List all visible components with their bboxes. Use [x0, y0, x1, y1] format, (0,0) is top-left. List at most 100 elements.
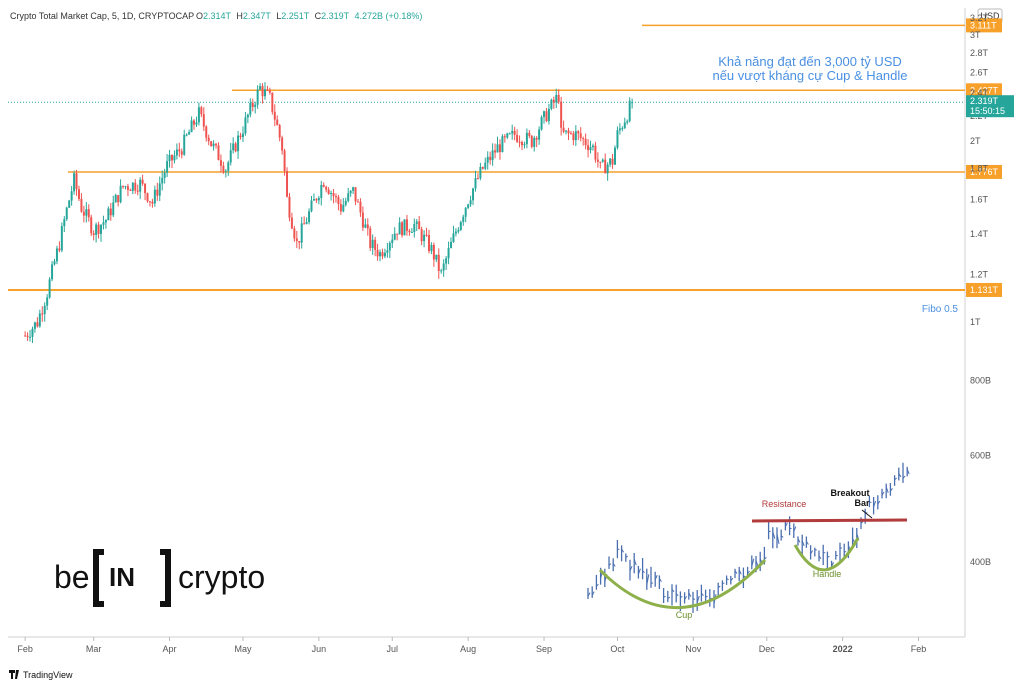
candle-body [631, 102, 633, 103]
candle-body [244, 117, 246, 133]
candle-body [298, 241, 300, 243]
candle-body [39, 313, 41, 326]
candle-body [372, 240, 374, 248]
candle-body [110, 208, 112, 215]
candle-body [288, 197, 290, 218]
x-tick-label: Oct [610, 644, 625, 654]
candle-body [301, 223, 303, 242]
candle-body [262, 86, 264, 96]
candle-body [599, 162, 601, 163]
candle-body [210, 141, 212, 146]
candle-body [582, 138, 584, 139]
candle-body [389, 243, 391, 250]
candle-body [484, 163, 486, 169]
candle-body [411, 232, 413, 233]
candle-body [575, 131, 577, 140]
candle-body [350, 191, 352, 193]
y-tick-label: 2.6T [970, 67, 989, 77]
candle-body [438, 255, 440, 271]
candle-body [120, 186, 122, 202]
candle-body [161, 178, 163, 183]
candle-body [281, 138, 283, 151]
candle-body [24, 336, 26, 337]
breakout-label: Breakout [830, 488, 869, 498]
candle-body [379, 252, 381, 256]
candle-body [178, 149, 180, 151]
candle-body [428, 235, 430, 251]
candle-body [408, 231, 410, 232]
candle-body [470, 200, 472, 204]
annotation-line-1: Khả năng đạt đến 3,000 tỷ USD [718, 54, 902, 69]
candle-body [266, 89, 268, 90]
candle-body [76, 173, 78, 189]
candle-body [46, 297, 48, 305]
candle-body [602, 160, 604, 162]
candle-body [499, 144, 501, 152]
candle-body [222, 166, 224, 172]
candle-body [342, 205, 344, 212]
candle-body [310, 201, 312, 212]
candle-body [156, 190, 158, 196]
y-tick-label: 1.6T [970, 194, 989, 204]
candle-body [191, 121, 193, 133]
candle-body [252, 103, 254, 107]
candle-body [142, 180, 144, 184]
candle-body [320, 185, 322, 198]
candle-body [58, 249, 60, 251]
candle-body [413, 224, 415, 232]
candle-body [293, 228, 295, 238]
candle-body [335, 196, 337, 197]
candle-body [465, 208, 467, 217]
tradingview-label: TradingView [23, 670, 73, 680]
candle-body [467, 204, 469, 207]
candle-body [51, 264, 53, 279]
inset-bar-tick [823, 552, 825, 553]
x-tick-label: May [234, 644, 252, 654]
candle-body [112, 202, 114, 215]
candle-body [147, 193, 149, 201]
candle-body [259, 86, 261, 89]
candle-body [49, 279, 51, 297]
candle-body [624, 123, 626, 129]
candle-body [440, 270, 442, 271]
candle-body [585, 139, 587, 145]
candle-body [340, 204, 342, 211]
candle-body [71, 191, 73, 200]
candle-body [176, 149, 178, 155]
candle-body [323, 185, 325, 187]
candle-body [457, 230, 459, 232]
candle-body [423, 235, 425, 241]
candle-body [430, 245, 432, 251]
y-tick-label: 600B [970, 451, 991, 461]
candle-body [154, 190, 156, 204]
candle-body [381, 252, 383, 256]
candle-body [107, 208, 109, 220]
candle-body [105, 220, 107, 222]
candle-body [612, 159, 614, 165]
candle-body [359, 202, 361, 213]
candle-body [56, 249, 58, 262]
candle-body [433, 245, 435, 260]
candle-body [34, 322, 36, 329]
svg-text:crypto: crypto [178, 559, 265, 595]
y-tick-label: 400B [970, 557, 991, 567]
candle-body [396, 234, 398, 235]
candle-body [448, 248, 450, 258]
candle-body [213, 144, 215, 146]
candle-body [504, 136, 506, 137]
candle-body [377, 250, 379, 256]
candle-body [122, 186, 124, 187]
cup-label: Cup [676, 610, 693, 620]
candle-body [186, 135, 188, 136]
candle-body [220, 160, 222, 166]
candle-body [352, 187, 354, 191]
bar-label: Bar [854, 498, 870, 508]
candle-body [271, 93, 273, 112]
candle-body [555, 95, 557, 103]
candle-body [479, 167, 481, 178]
candle-body [144, 184, 146, 193]
x-tick-label: Nov [685, 644, 702, 654]
candle-body [237, 136, 239, 152]
